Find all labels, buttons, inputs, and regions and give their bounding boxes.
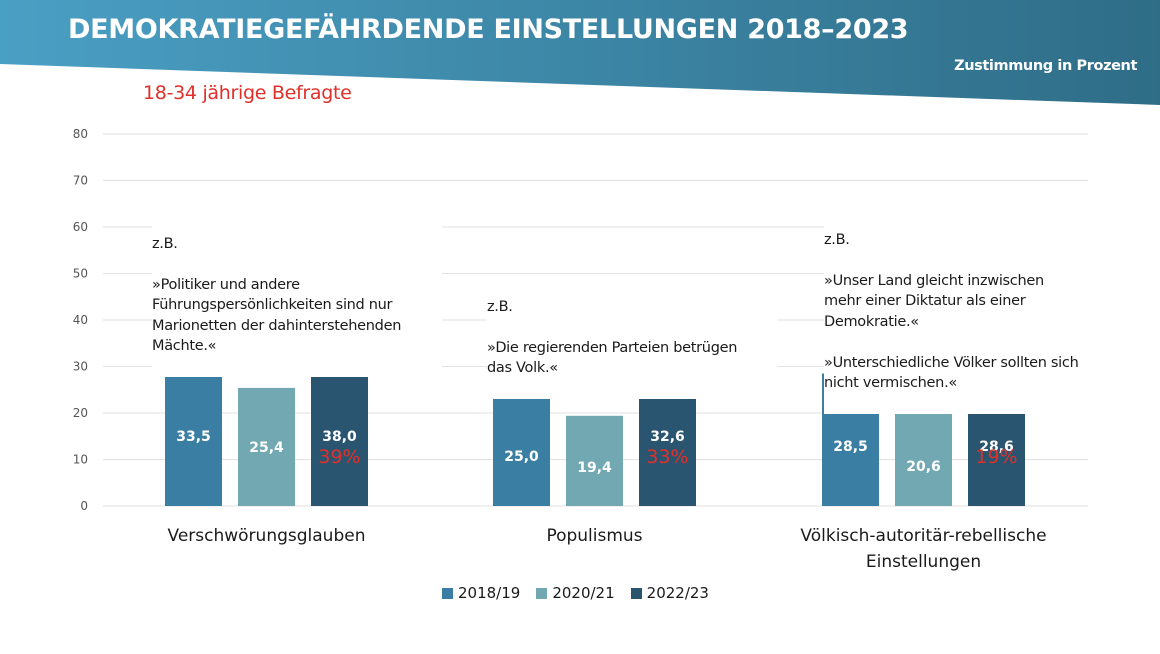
y-tick-label: 40 bbox=[73, 313, 88, 327]
labels: 0 10 20 30 40 50 60 70 80 33,5 25,4 38,039% Verschwö… bbox=[73, 127, 1047, 572]
data-label: 38,0 bbox=[322, 429, 357, 445]
legend-item-2018: 2018/19 bbox=[442, 584, 520, 602]
y-tick-label: 0 bbox=[80, 499, 88, 513]
x-category-label: Verschwörungsglauben bbox=[168, 526, 366, 546]
x-category-label: Populismus bbox=[546, 526, 642, 546]
change-label: 33% bbox=[646, 446, 688, 468]
legend-swatch-2022 bbox=[630, 587, 642, 599]
data-label: 28,6 bbox=[979, 439, 1014, 455]
annotation-label: z.B. bbox=[824, 231, 850, 248]
x-category-label: Einstellungen bbox=[866, 552, 981, 572]
annotation-quote: »Politiker und andere Führungspersönlich… bbox=[152, 276, 402, 355]
bar-2020-21 bbox=[238, 387, 295, 506]
data-label: 25,0 bbox=[504, 449, 539, 465]
annotation-populism: z.B. »Die regierenden Parteien betrügen … bbox=[487, 276, 777, 399]
y-tick-label: 50 bbox=[73, 267, 88, 281]
bar-2018-19 bbox=[493, 389, 550, 506]
data-label: 25,4 bbox=[249, 440, 284, 456]
title-banner bbox=[0, 0, 1160, 105]
data-label: 20,6 bbox=[906, 459, 941, 475]
y-tick-label: 10 bbox=[73, 453, 88, 467]
legend-item-2020: 2020/21 bbox=[536, 584, 615, 602]
annotation-label: z.B. bbox=[487, 298, 513, 315]
legend-label: 2020/21 bbox=[552, 584, 615, 602]
annotation-quote: »Unser Land gleicht inzwischen mehr eine… bbox=[824, 272, 1079, 392]
bar-2020-21 bbox=[566, 415, 623, 506]
legend-item-2022: 2022/23 bbox=[630, 584, 709, 602]
unit-label: Zustimmung in Prozent bbox=[954, 58, 1137, 74]
legend: 2018/19 2020/21 2022/23 bbox=[442, 584, 709, 602]
y-tick-label: 80 bbox=[73, 127, 88, 141]
y-tick-label: 30 bbox=[73, 360, 88, 374]
annotation-conspiracy: z.B. »Politiker und andere Führungspersö… bbox=[152, 213, 442, 377]
annotation-voelkisch: z.B. »Unser Land gleicht inzwischen mehr… bbox=[824, 209, 1124, 414]
x-category-label: Völkisch-autoritär-rebellische bbox=[800, 526, 1046, 546]
legend-swatch-2018 bbox=[442, 587, 453, 599]
chart-title: DEMOKRATIEGEFÄHRDENDE EINSTELLUNGEN 2018… bbox=[68, 14, 909, 45]
legend-swatch-2020 bbox=[536, 587, 548, 599]
data-label: 19,4 bbox=[577, 460, 612, 476]
y-tick-label: 60 bbox=[73, 220, 88, 234]
legend-label: 2018/19 bbox=[458, 584, 521, 602]
bar-2020-21 bbox=[895, 410, 952, 506]
change-label: 19% bbox=[975, 446, 1017, 468]
change-label: 39% bbox=[318, 446, 360, 468]
legend-label: 2022/23 bbox=[646, 584, 709, 602]
chart-subtitle: 18-34 jährige Befragte bbox=[143, 82, 352, 104]
data-label: 28,5 bbox=[833, 439, 868, 455]
data-label: 33,5 bbox=[176, 429, 211, 445]
y-tick-label: 70 bbox=[73, 174, 88, 188]
data-label: 32,6 bbox=[650, 429, 685, 445]
y-tick-label: 20 bbox=[73, 406, 88, 420]
annotation-quote: »Die regierenden Parteien betrügen das V… bbox=[487, 339, 738, 377]
annotation-label: z.B. bbox=[152, 235, 178, 252]
